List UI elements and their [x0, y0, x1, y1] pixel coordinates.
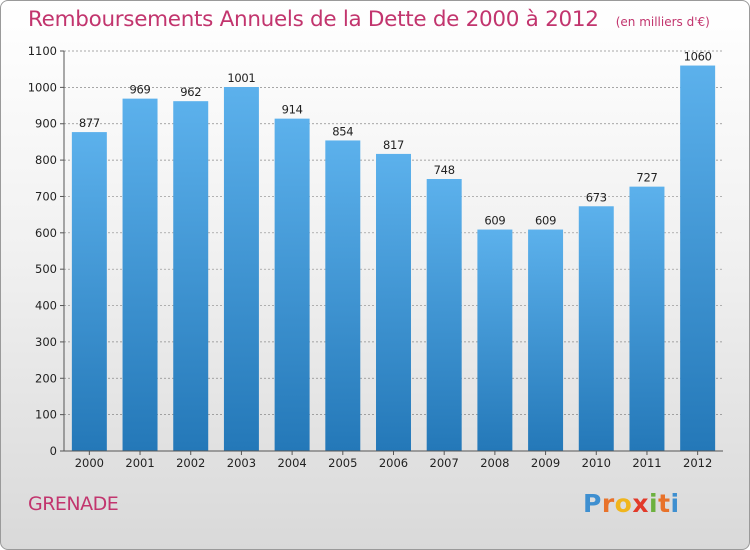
- bars: 877 969 962 1001 914 854 817 748 609 609 673 727 106…: [71, 50, 716, 452]
- bar-value-label: 609: [484, 214, 505, 228]
- logo-letter: t: [658, 489, 671, 518]
- logo-letter: o: [614, 489, 633, 518]
- y-tick-label: 700: [35, 189, 57, 203]
- bar: [528, 229, 564, 451]
- bar: [122, 98, 158, 452]
- bar: [325, 140, 361, 452]
- x-tick-label: 2009: [531, 456, 560, 470]
- x-tick-label: 2005: [328, 456, 357, 470]
- x-tick-label: 2008: [480, 456, 509, 470]
- proxiti-logo: Proxiti: [583, 489, 680, 518]
- title-line: Remboursements Annuels de la Dette de 20…: [28, 7, 710, 32]
- x-tick-label: 2003: [227, 456, 256, 470]
- y-tick-label: 100: [35, 408, 57, 422]
- y-tick-label: 800: [35, 153, 57, 167]
- bar: [680, 65, 716, 451]
- y-tick-label: 200: [35, 371, 57, 385]
- bar-value-label: 673: [586, 190, 607, 204]
- bar-value-label: 727: [636, 171, 657, 185]
- logo-letter: r: [601, 489, 615, 518]
- logo-letter: x: [632, 489, 649, 518]
- bar: [376, 153, 411, 451]
- logo-letter: P: [583, 489, 602, 518]
- bar-value-label: 854: [332, 124, 353, 138]
- bar-value-label: 748: [434, 163, 455, 177]
- bar-value-label: 1060: [684, 50, 712, 64]
- bar: [223, 87, 259, 451]
- y-tick-label: 600: [35, 226, 57, 240]
- bar-value-label: 1001: [227, 71, 255, 85]
- bar: [477, 229, 513, 451]
- x-tick-label: 2002: [176, 456, 205, 470]
- bar-value-label: 877: [79, 116, 100, 130]
- bar: [426, 179, 462, 451]
- y-tick-label: 400: [35, 299, 57, 313]
- bar: [71, 132, 107, 451]
- x-tick-label: 2012: [683, 456, 712, 470]
- x-tick-label: 2001: [125, 456, 154, 470]
- x-tick-label: 2011: [632, 456, 661, 470]
- commune-name: GRENADE: [28, 493, 119, 515]
- bar: [173, 101, 209, 451]
- y-tick-label: 900: [35, 117, 57, 131]
- bar: [629, 186, 665, 452]
- bar-value-label: 609: [535, 214, 556, 228]
- bar-value-label: 969: [130, 83, 151, 97]
- bar-value-label: 914: [282, 103, 303, 117]
- x-tick-label: 2006: [379, 456, 408, 470]
- x-tick-label: 2010: [582, 456, 611, 470]
- axes: 0 100 200 300 400 500 600 700 800 900 1000 1100 2000…: [28, 44, 723, 470]
- bar-value-label: 962: [180, 85, 201, 99]
- bar: [578, 206, 614, 451]
- bar-value-label: 817: [383, 138, 404, 152]
- y-tick-label: 500: [35, 262, 57, 276]
- chart-title: Remboursements Annuels de la Dette de 20…: [28, 7, 599, 32]
- x-tick-label: 2007: [430, 456, 459, 470]
- bar: [274, 118, 310, 452]
- x-tick-label: 2000: [75, 456, 104, 470]
- y-tick-label: 0: [50, 444, 57, 458]
- logo-letter: i: [670, 489, 680, 518]
- logo-letter: i: [649, 489, 659, 518]
- y-tick-label: 1100: [28, 44, 57, 58]
- y-tick-label: 300: [35, 335, 57, 349]
- y-tick-label: 1000: [28, 80, 57, 94]
- x-tick-label: 2004: [277, 456, 306, 470]
- chart-unit-label: (en milliers d'€): [615, 15, 710, 29]
